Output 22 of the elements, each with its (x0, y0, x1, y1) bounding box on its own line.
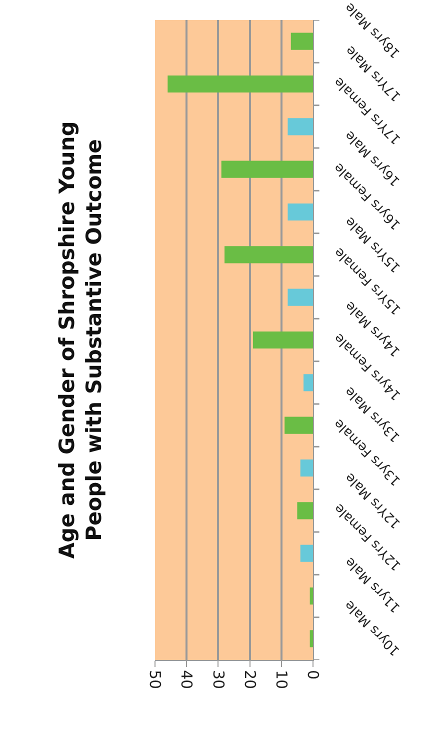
bar (288, 118, 313, 136)
bar (304, 374, 313, 392)
text: Age and Gender of Shropshire Young People with Substantive Outcome (54, 121, 106, 559)
bar (300, 459, 313, 477)
x-tick-label: 10 (272, 670, 291, 690)
bar (288, 203, 313, 221)
bar (297, 502, 313, 520)
bar (168, 75, 313, 93)
bar (252, 331, 313, 349)
x-tick-label: 40 (178, 670, 196, 690)
bar (288, 288, 313, 306)
bar (310, 587, 313, 605)
x-tick-label: 20 (240, 670, 259, 690)
bar (284, 416, 313, 434)
bar (300, 544, 313, 562)
x-tick-label: 30 (209, 670, 228, 690)
x-tick-label: 50 (146, 670, 164, 690)
bar (310, 630, 313, 648)
bar (221, 160, 313, 178)
bar (290, 32, 313, 50)
x-tick-label: 0 (304, 670, 322, 680)
bar (224, 246, 313, 264)
